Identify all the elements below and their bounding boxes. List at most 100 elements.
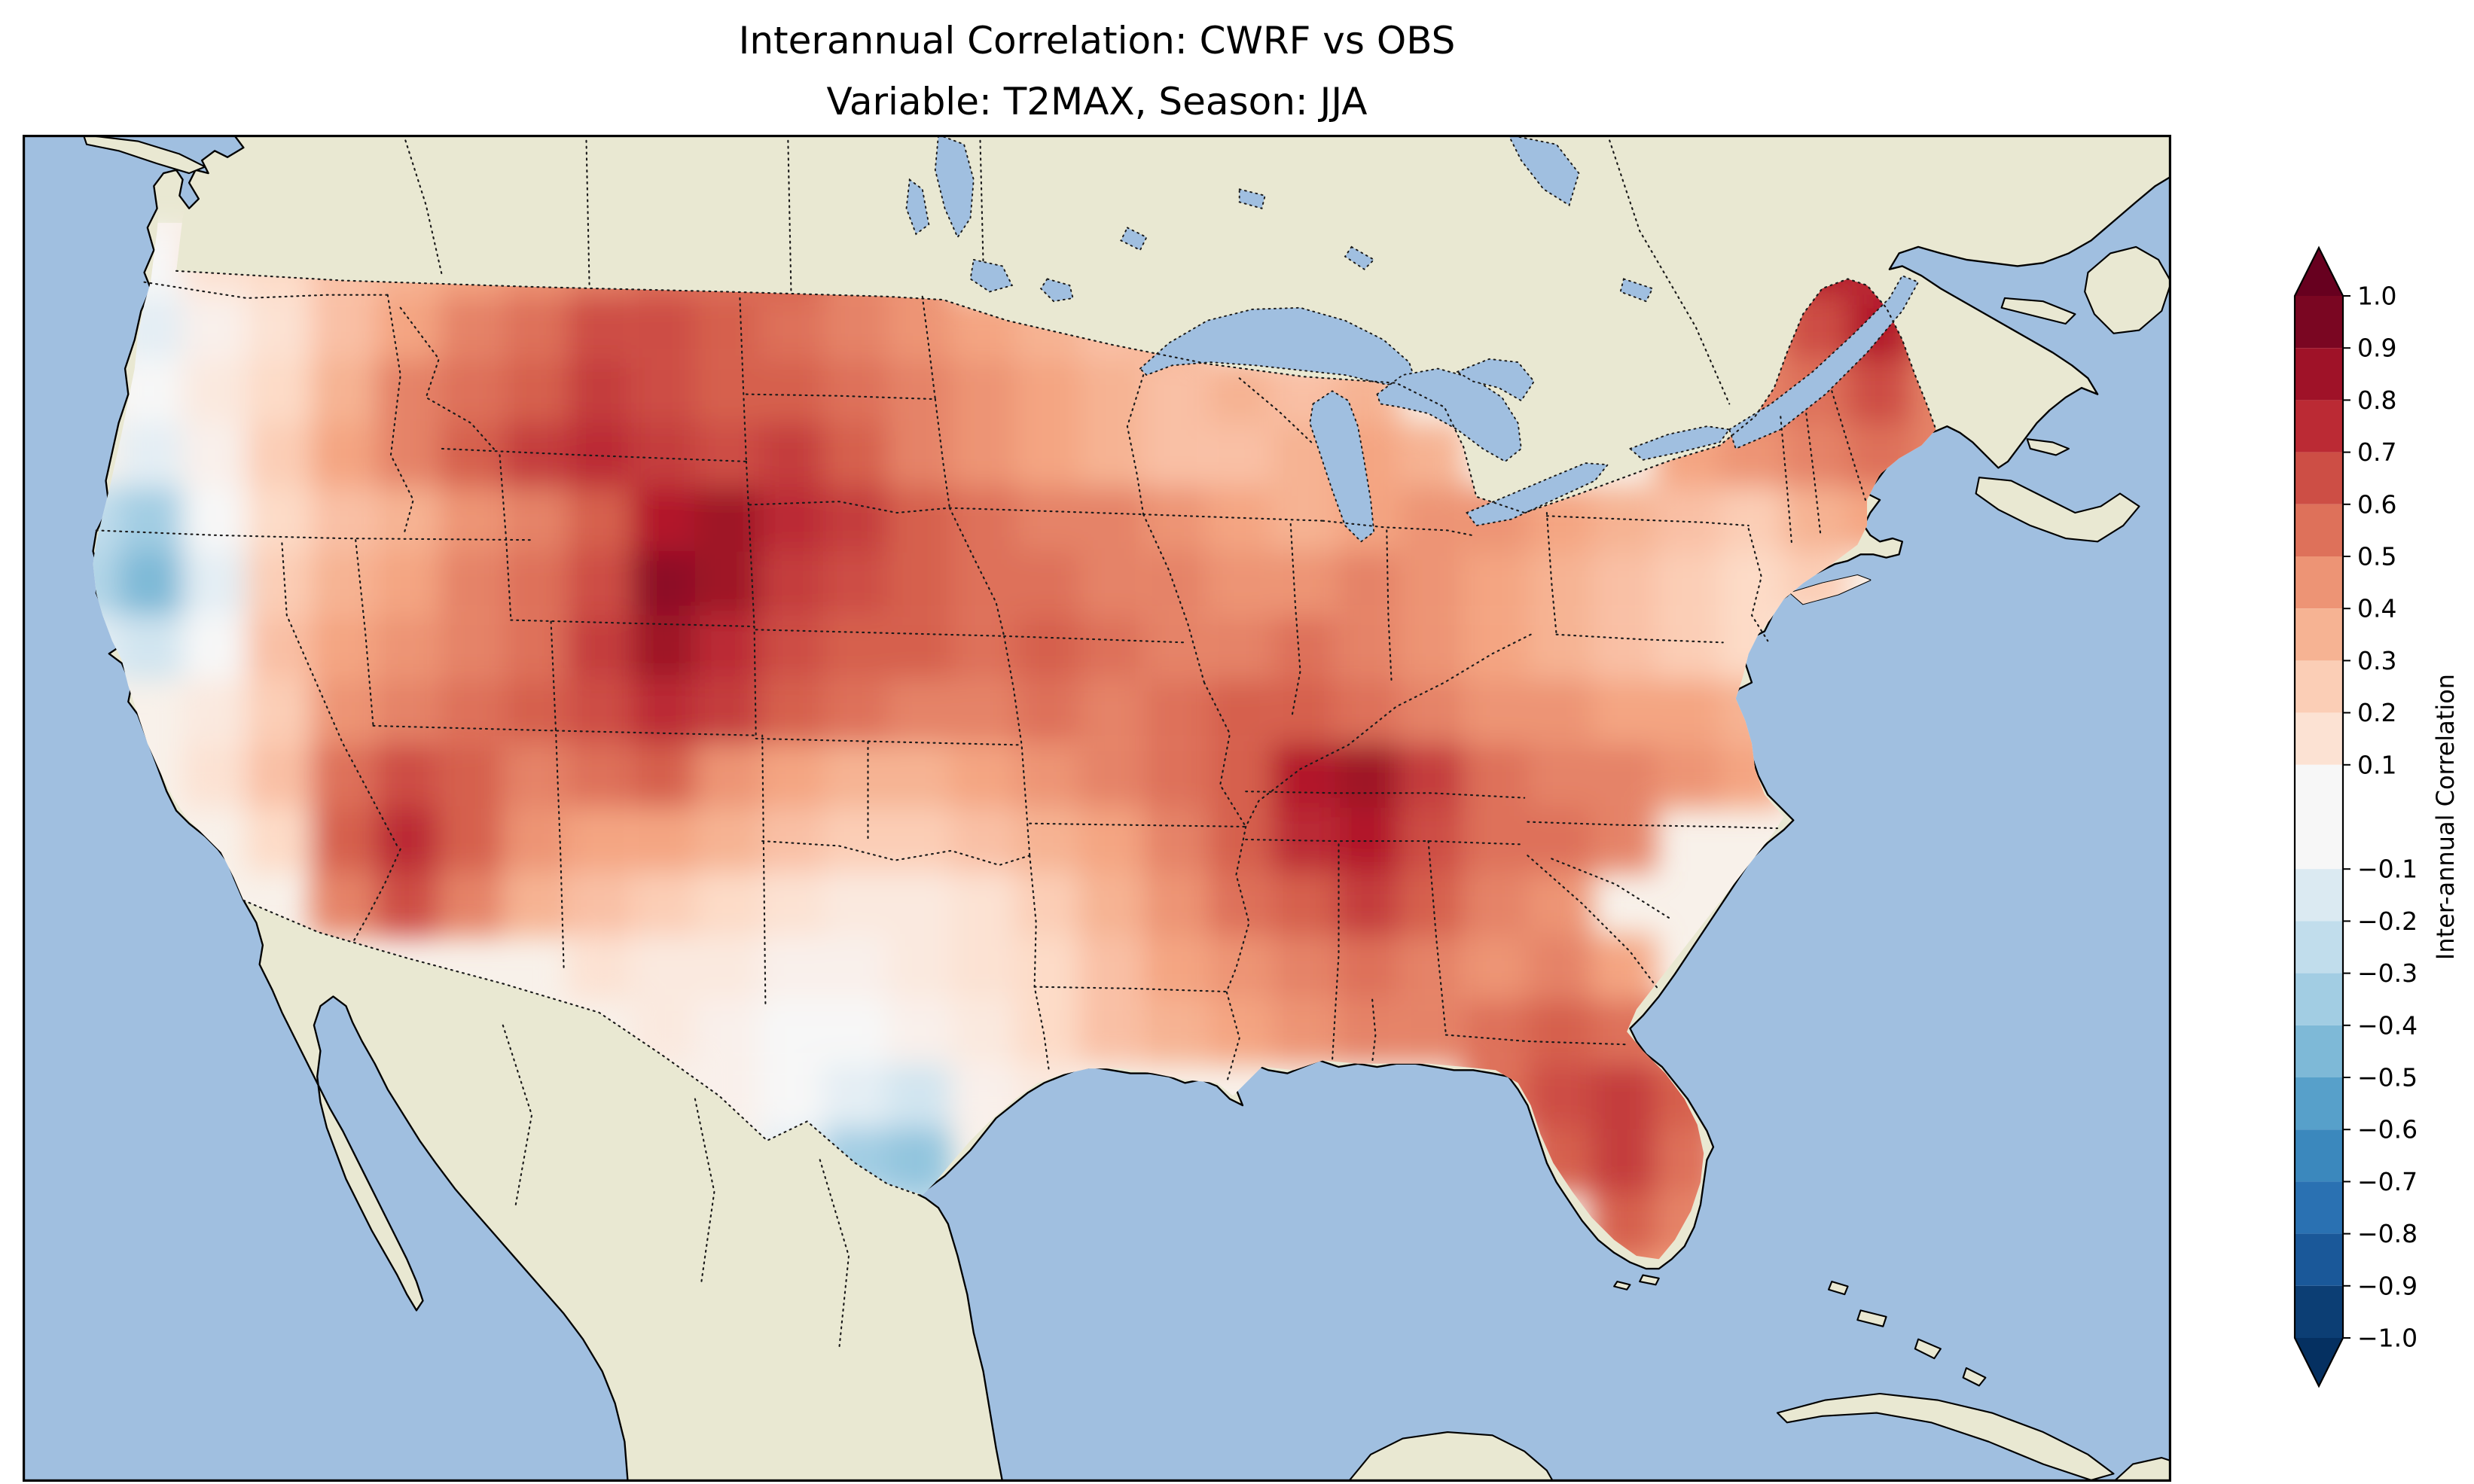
colorbar-segment <box>2295 1129 2343 1182</box>
florida-keys-island <box>1613 1274 1660 1291</box>
field-cell <box>310 679 375 744</box>
field-cell <box>438 615 503 680</box>
field-cell <box>1015 679 1080 744</box>
field-cell <box>1015 999 1080 1064</box>
field-cell <box>1079 679 1144 744</box>
field-cell <box>566 294 631 359</box>
field-cell <box>1527 679 1592 744</box>
colorbar-segment <box>2295 921 2343 974</box>
field-cell <box>822 807 888 872</box>
james-bay <box>1507 135 1580 207</box>
field-cell <box>822 679 888 744</box>
field-cell <box>630 551 695 616</box>
field-cell <box>1463 551 1528 616</box>
field-cell <box>822 422 888 487</box>
field-cell <box>630 871 695 936</box>
field-cell <box>822 871 888 936</box>
field-cell <box>887 807 952 872</box>
field-cell <box>1143 807 1208 872</box>
field-cell <box>694 358 759 423</box>
field-cell <box>1079 871 1144 936</box>
field-cell <box>1399 551 1464 616</box>
field-cell <box>1079 551 1144 616</box>
yucatan-island <box>1347 1431 1554 1482</box>
field-cell <box>438 807 503 872</box>
field-cell <box>374 422 439 487</box>
colorbar-segment <box>2295 400 2343 453</box>
field-cell <box>822 615 888 680</box>
field-cell <box>694 422 759 487</box>
title-line-1: Interannual Correlation: CWRF vs OBS <box>738 19 1456 62</box>
colorbar-tick-label: −1.0 <box>2357 1324 2418 1353</box>
field-cell <box>502 486 567 552</box>
field-cell <box>1463 999 1528 1064</box>
field-cell <box>887 615 952 680</box>
field-cell <box>1655 615 1720 680</box>
field-cell <box>1207 422 1272 487</box>
colorbar-segment <box>2295 556 2343 609</box>
political-borders <box>95 135 1937 1350</box>
field-cell <box>887 294 952 359</box>
field-cell <box>374 743 439 808</box>
field-cell <box>1015 422 1080 487</box>
field-cell <box>310 615 375 680</box>
field-cell <box>822 551 888 616</box>
field-cell <box>758 807 823 872</box>
hispaniola-island <box>2113 1457 2171 1482</box>
field-cell <box>1591 935 1656 1000</box>
colorbar-label: Inter-annual Correlation <box>2431 673 2460 961</box>
field-cell <box>1527 1063 1592 1128</box>
field-cell <box>1079 486 1144 552</box>
field-cell <box>1143 871 1208 936</box>
colorbar-segment <box>2295 504 2343 556</box>
colorbar-tick-label: −0.4 <box>2357 1010 2418 1040</box>
field-cell <box>1527 743 1592 808</box>
field-cell <box>822 486 888 552</box>
field-cell <box>1271 999 1336 1064</box>
field-cell <box>1143 999 1208 1064</box>
field-cell <box>758 615 823 680</box>
field-cell <box>246 743 311 808</box>
field-cell <box>630 935 695 1000</box>
field-cell <box>694 615 759 680</box>
field-cell <box>1143 743 1208 808</box>
field-cell <box>310 486 375 552</box>
field-cell <box>951 935 1016 1000</box>
field-cell <box>822 1063 888 1128</box>
field-cell <box>951 551 1016 616</box>
field-cell <box>502 294 567 359</box>
field-cell <box>118 486 183 552</box>
field-cell <box>1143 935 1208 1000</box>
field-cell <box>887 1063 952 1128</box>
colorbar-tick-label: −0.1 <box>2357 855 2418 884</box>
field-cell <box>1207 615 1272 680</box>
field-cell <box>887 679 952 744</box>
field-cell <box>1399 935 1464 1000</box>
field-cell <box>502 871 567 936</box>
georgian-bay <box>1455 358 1536 402</box>
colorbar-tick-label: −0.6 <box>2357 1115 2418 1144</box>
colorbar-extend-min <box>2295 1338 2343 1386</box>
field-cell <box>630 422 695 487</box>
field-cell <box>1143 679 1208 744</box>
field-cell <box>951 871 1016 936</box>
colorbar-segment <box>2295 348 2343 401</box>
field-cell <box>1207 743 1272 808</box>
field-cell <box>887 743 952 808</box>
figure-title: Interannual Correlation: CWRF vs OBS Var… <box>23 11 2171 133</box>
field-cell <box>1015 935 1080 1000</box>
colorbar-tick-label: −0.9 <box>2357 1271 2418 1300</box>
field-cell <box>246 422 311 487</box>
field-cell <box>246 807 311 872</box>
colorbar-tick-label: −0.5 <box>2357 1063 2418 1092</box>
field-cell <box>1591 551 1656 616</box>
field-cell <box>1079 807 1144 872</box>
field-cell <box>1207 999 1272 1064</box>
field-cell <box>1463 679 1528 744</box>
canada-lake-3 <box>1238 188 1266 210</box>
field-cell <box>758 486 823 552</box>
field-cell <box>566 358 631 423</box>
field-cell <box>758 551 823 616</box>
field-cell <box>374 294 439 359</box>
